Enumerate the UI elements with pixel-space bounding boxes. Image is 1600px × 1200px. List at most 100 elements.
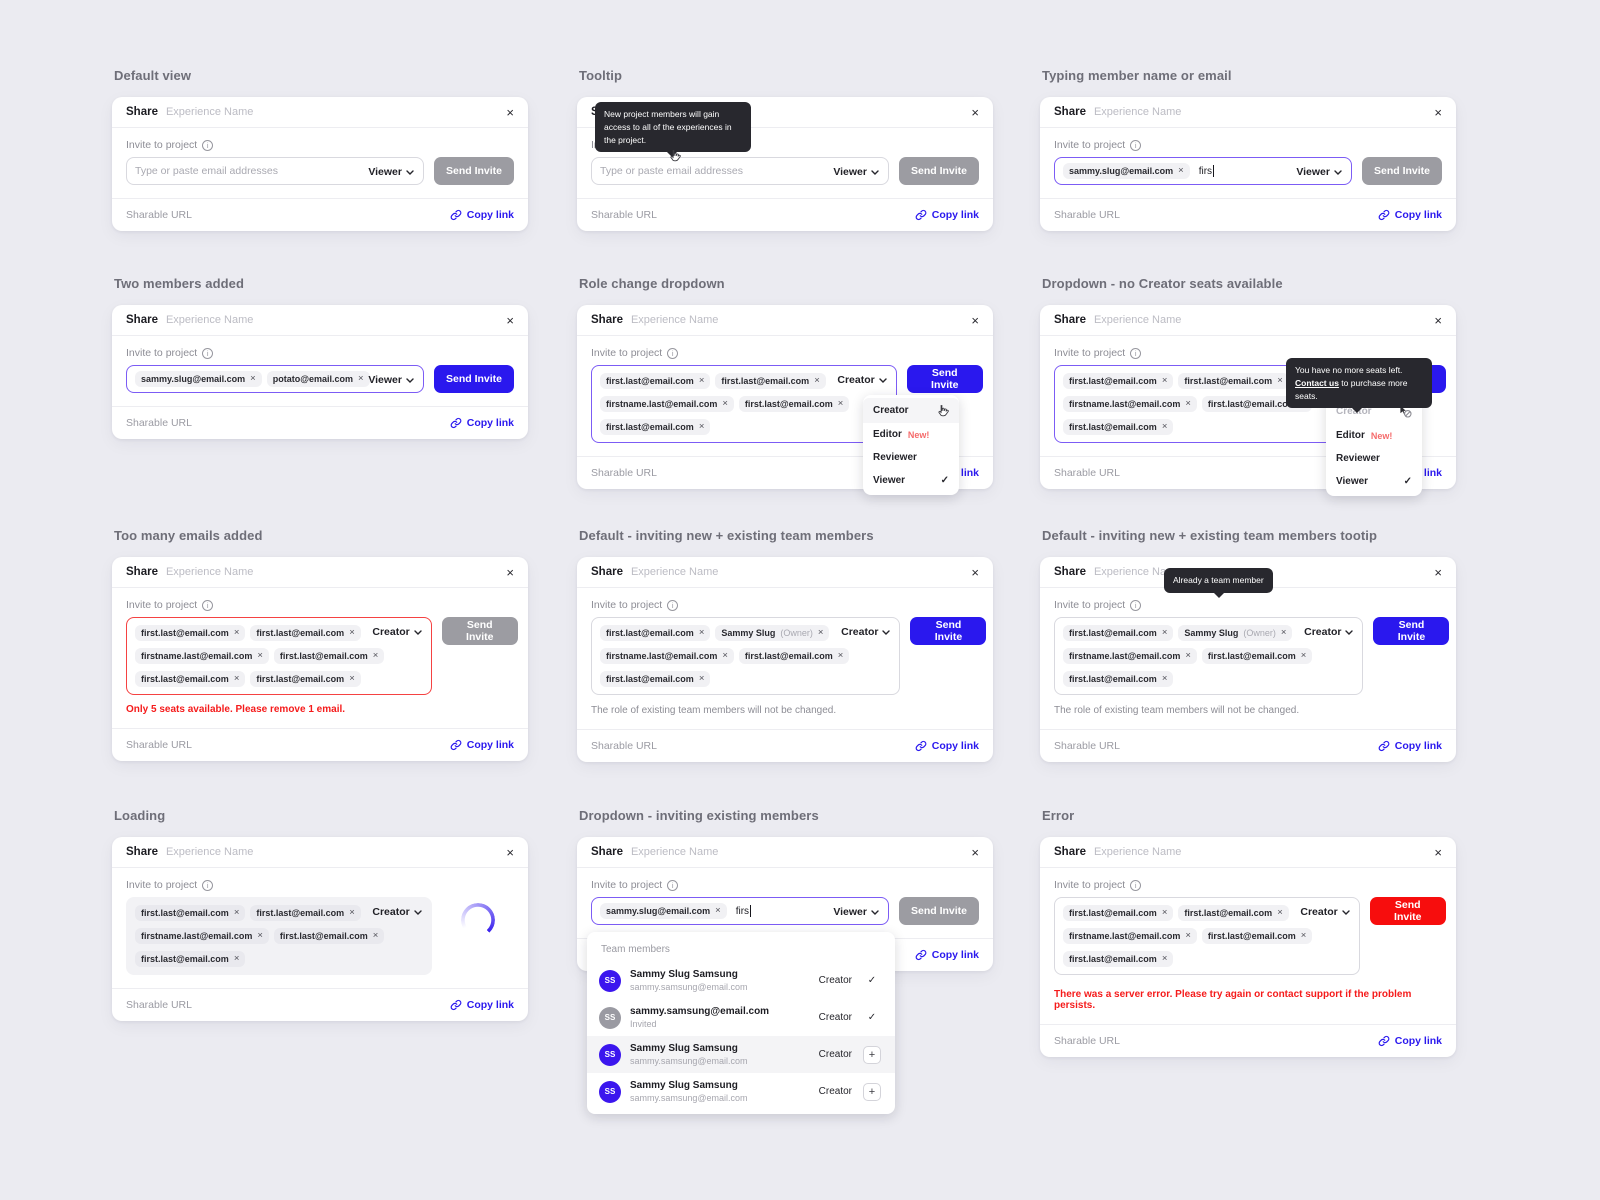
email-chip[interactable]: first.last@email.com× <box>1063 904 1174 922</box>
email-chip[interactable]: first.last@email.com× <box>1063 670 1174 688</box>
copy-link-button[interactable]: Copy link <box>915 209 979 221</box>
close-icon[interactable]: × <box>506 844 514 860</box>
email-input[interactable]: first.last@email.com × Sammy Slug (Owner) ×… <box>1054 617 1364 695</box>
send-invite-button[interactable]: Send Invite <box>910 617 987 645</box>
chip-remove-icon[interactable]: × <box>1185 398 1191 410</box>
contact-us-link[interactable]: Contact us <box>1295 377 1339 388</box>
chip-remove-icon[interactable]: × <box>1185 930 1191 942</box>
chip-remove-icon[interactable]: × <box>837 398 844 410</box>
email-chip[interactable]: first.last@email.com× <box>600 624 711 642</box>
chip-remove-icon[interactable]: × <box>372 650 379 662</box>
team-member-row[interactable]: SS Sammy Slug Samsung sammy.samsung@emai… <box>587 1036 895 1073</box>
close-icon[interactable]: × <box>971 104 979 120</box>
email-input[interactable]: first.last@email.com × Sammy Slug (Owner) ×… <box>591 617 901 695</box>
close-icon[interactable]: × <box>971 312 979 328</box>
close-icon[interactable]: × <box>971 564 979 580</box>
close-icon[interactable]: × <box>1434 844 1442 860</box>
email-chip[interactable]: firstname.last@email.com × <box>600 647 734 665</box>
email-chip[interactable]: first.last@email.com× <box>135 624 246 642</box>
copy-link-button[interactable]: Copy link <box>450 417 514 429</box>
add-member-button[interactable]: + <box>863 1082 881 1101</box>
send-invite-button[interactable]: Send Invite <box>433 157 514 185</box>
send-invite-button[interactable]: Send Invite <box>433 365 514 393</box>
chip-remove-icon[interactable]: × <box>349 673 355 685</box>
chip-remove-icon[interactable]: × <box>1161 673 1168 685</box>
copy-link-button[interactable]: Copy link <box>450 209 514 221</box>
email-chip[interactable]: first.last@email.com× <box>600 372 711 390</box>
email-chip[interactable]: first.last@email.com× <box>738 647 850 665</box>
chip-remove-icon[interactable]: × <box>1300 930 1307 942</box>
chip-remove-icon[interactable]: × <box>257 650 263 662</box>
email-chip[interactable]: first.last@email.com× <box>135 670 246 688</box>
email-chip[interactable]: first.last@email.com× <box>1063 418 1174 436</box>
role-select[interactable]: Creator <box>372 626 422 638</box>
dropdown-item-creator[interactable]: Creator <box>863 398 959 423</box>
email-input[interactable]: first.last@email.com × first.last@email.c… <box>591 365 897 443</box>
close-icon[interactable]: × <box>1434 104 1442 120</box>
email-chip[interactable]: first.last@email.com× <box>1201 647 1313 665</box>
chip-remove-icon[interactable]: × <box>715 905 721 917</box>
role-select[interactable]: Creator <box>1300 906 1350 918</box>
info-icon[interactable]: i <box>1130 347 1142 359</box>
chip-remove-icon[interactable]: × <box>1277 907 1283 919</box>
chip-remove-icon[interactable]: × <box>698 375 705 387</box>
chip-remove-icon[interactable]: × <box>250 373 256 385</box>
email-chip[interactable]: first.last@email.com× <box>1178 372 1289 390</box>
chip-remove-icon[interactable]: × <box>1277 375 1283 387</box>
chip-remove-icon[interactable]: × <box>817 627 824 639</box>
close-icon[interactable]: × <box>971 844 979 860</box>
email-chip[interactable]: firstname.last@email.com × <box>1063 647 1197 665</box>
chip-remove-icon[interactable]: × <box>349 627 355 639</box>
email-input[interactable]: first.last@email.com × first.last@email.c… <box>126 617 432 695</box>
team-member-row[interactable]: SS Sammy Slug Samsung sammy.samsung@emai… <box>587 1073 895 1110</box>
email-chip[interactable]: first.last@email.com× <box>600 670 711 688</box>
email-chip[interactable]: potato@email.com × <box>266 370 370 388</box>
chip-remove-icon[interactable]: × <box>233 627 240 639</box>
chip-remove-icon[interactable]: × <box>1300 650 1307 662</box>
chip-remove-icon[interactable]: × <box>698 421 705 433</box>
email-chip[interactable]: firstname.last@email.com × <box>1063 927 1197 945</box>
email-chip[interactable]: first.last@email.com× <box>1178 904 1289 922</box>
chip-remove-icon[interactable]: × <box>1161 627 1168 639</box>
chip-remove-icon[interactable]: × <box>722 398 728 410</box>
email-chip[interactable]: first.last@email.com× <box>600 418 711 436</box>
chip-remove-icon[interactable]: × <box>722 650 728 662</box>
email-chip[interactable]: first.last@email.com× <box>1063 624 1174 642</box>
email-chip[interactable]: first.last@email.com× <box>1201 927 1313 945</box>
info-icon[interactable]: i <box>202 139 214 151</box>
role-select[interactable]: Creator <box>1304 626 1354 638</box>
email-chip[interactable]: firstname.last@email.com × <box>1063 395 1197 413</box>
email-input[interactable]: sammy.slug@email.com × firs Viewer <box>591 897 889 925</box>
close-icon[interactable]: × <box>506 104 514 120</box>
close-icon[interactable]: × <box>1434 312 1442 328</box>
chip-remove-icon[interactable]: × <box>1161 421 1168 433</box>
role-select[interactable]: Viewer <box>833 166 879 178</box>
info-icon[interactable]: i <box>1130 139 1142 151</box>
team-member-row[interactable]: SS Sammy Slug Samsung sammy.samsung@emai… <box>587 962 895 999</box>
email-chip[interactable]: first.last@email.com× <box>1063 372 1174 390</box>
info-icon[interactable]: i <box>1130 879 1142 891</box>
dropdown-item-editor[interactable]: Editor New! <box>1336 430 1393 441</box>
close-icon[interactable]: × <box>1434 564 1442 580</box>
close-icon[interactable]: × <box>506 564 514 580</box>
email-chip[interactable]: first.last@email.com× <box>715 372 826 390</box>
chip-remove-icon[interactable]: × <box>698 627 705 639</box>
email-chip[interactable]: first.last@email.com× <box>1063 950 1174 968</box>
send-invite-button[interactable]: Send Invite <box>1361 157 1442 185</box>
chip-remove-icon[interactable]: × <box>1161 375 1168 387</box>
email-chip[interactable]: first.last@email.com× <box>250 624 361 642</box>
chip-remove-icon[interactable]: × <box>1161 953 1168 965</box>
email-chip[interactable]: sammy.slug@email.com × <box>600 902 727 920</box>
send-invite-button[interactable]: Send Invite <box>1373 617 1450 645</box>
copy-link-button[interactable]: Copy link <box>450 999 514 1011</box>
email-chip-owner[interactable]: Sammy Slug (Owner) × <box>715 624 830 642</box>
copy-link-button[interactable]: Copy link <box>450 739 514 751</box>
info-icon[interactable]: i <box>202 347 214 359</box>
copy-link-button[interactable]: Copy link <box>915 949 979 961</box>
role-select[interactable]: Viewer <box>368 166 414 178</box>
email-input[interactable]: sammy.slug@email.com × firs Viewer <box>1054 157 1352 185</box>
copy-link-button[interactable]: Copy link <box>1378 209 1442 221</box>
email-chip[interactable]: first.last@email.com× <box>738 395 850 413</box>
chip-remove-icon[interactable]: × <box>1280 627 1287 639</box>
send-invite-button[interactable]: Send Invite <box>906 365 983 393</box>
